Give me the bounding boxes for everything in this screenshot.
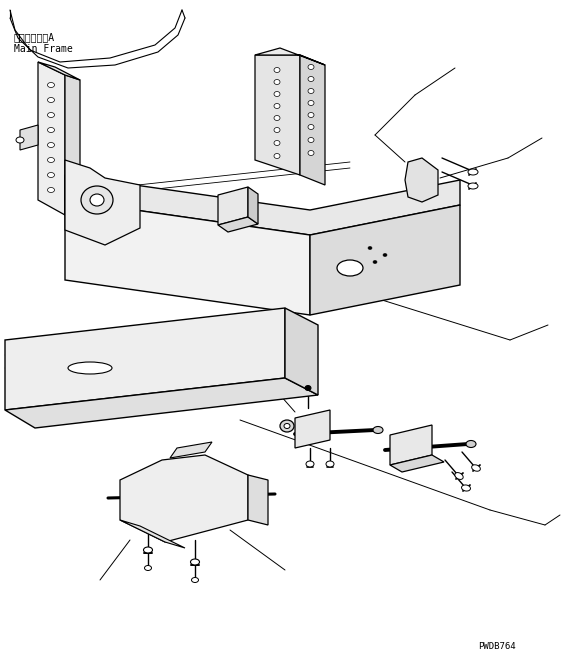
Polygon shape [248,475,268,525]
Polygon shape [65,75,80,220]
Polygon shape [38,62,80,80]
Polygon shape [285,308,318,395]
Ellipse shape [274,115,280,121]
Ellipse shape [274,154,280,159]
Ellipse shape [274,140,280,146]
Polygon shape [295,410,330,448]
Ellipse shape [466,440,476,447]
Ellipse shape [47,142,55,148]
Ellipse shape [274,91,280,96]
Ellipse shape [47,98,55,102]
Ellipse shape [47,112,55,117]
Ellipse shape [143,547,152,553]
Ellipse shape [308,150,314,155]
Text: メインフレーA: メインフレーA [14,32,55,42]
Ellipse shape [468,183,478,189]
Ellipse shape [308,125,314,129]
Ellipse shape [192,577,199,583]
Ellipse shape [368,247,372,249]
Ellipse shape [308,89,314,94]
Text: Main Frame: Main Frame [14,44,73,54]
Ellipse shape [274,79,280,85]
Ellipse shape [274,104,280,108]
Ellipse shape [306,461,314,467]
Polygon shape [38,62,65,215]
Ellipse shape [47,157,55,163]
Polygon shape [390,425,432,465]
Polygon shape [390,455,444,472]
Polygon shape [218,187,248,225]
Ellipse shape [280,420,294,432]
Ellipse shape [305,386,311,390]
Ellipse shape [47,173,55,178]
Polygon shape [405,158,438,202]
Ellipse shape [308,77,314,81]
Ellipse shape [47,127,55,133]
Ellipse shape [274,68,280,73]
Ellipse shape [472,465,480,471]
Ellipse shape [455,472,463,480]
Polygon shape [218,217,258,232]
Polygon shape [120,455,248,542]
Ellipse shape [308,100,314,106]
Ellipse shape [90,194,104,206]
Polygon shape [5,378,318,428]
Polygon shape [120,520,185,548]
Ellipse shape [337,260,363,276]
Ellipse shape [308,112,314,117]
Ellipse shape [308,64,314,70]
Ellipse shape [284,424,290,428]
Ellipse shape [47,83,55,87]
Ellipse shape [191,559,200,565]
Polygon shape [65,160,140,245]
Ellipse shape [326,461,334,467]
Polygon shape [248,187,258,224]
Polygon shape [255,55,300,175]
Ellipse shape [274,127,280,133]
Ellipse shape [81,186,113,214]
Polygon shape [310,205,460,315]
Polygon shape [170,442,212,458]
Ellipse shape [47,188,55,192]
Polygon shape [65,175,460,235]
Text: PWDB764: PWDB764 [478,642,516,651]
Ellipse shape [145,565,151,571]
Polygon shape [255,48,325,65]
Ellipse shape [68,362,112,374]
Ellipse shape [383,253,387,256]
Ellipse shape [308,138,314,142]
Ellipse shape [461,485,471,491]
Polygon shape [65,200,310,315]
Polygon shape [5,308,285,410]
Polygon shape [300,55,325,185]
Polygon shape [20,125,38,150]
Ellipse shape [373,426,383,434]
Ellipse shape [468,169,478,175]
Ellipse shape [373,260,377,264]
Ellipse shape [16,137,24,143]
